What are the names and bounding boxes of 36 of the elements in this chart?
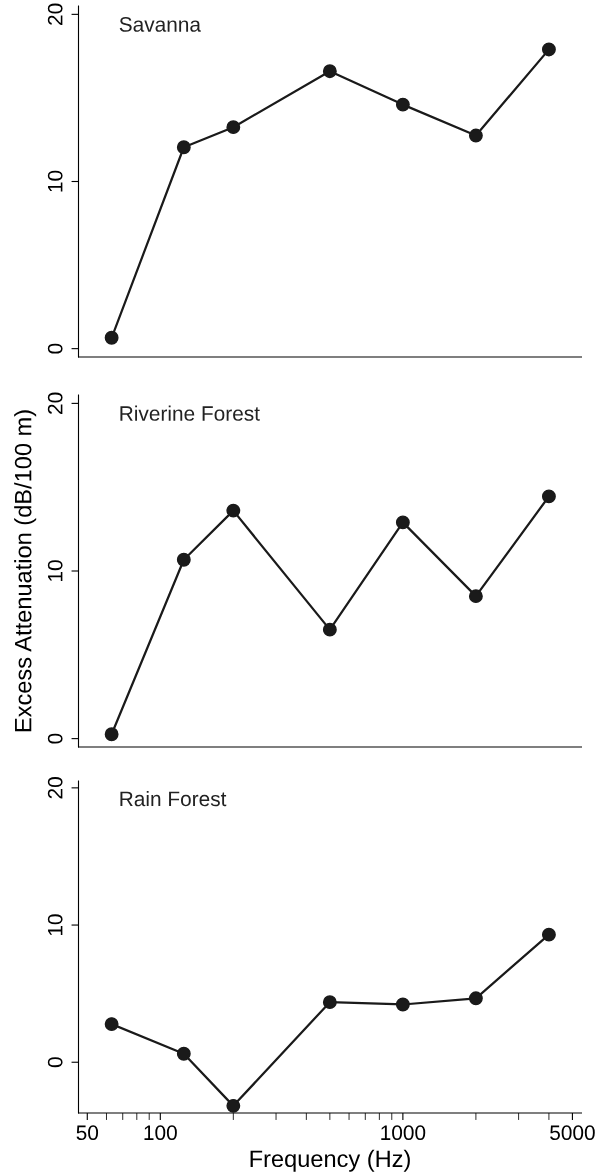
point — [395, 97, 410, 112]
point — [541, 489, 556, 504]
point — [104, 1017, 119, 1032]
point — [395, 997, 410, 1012]
x-tick-label: 1000 — [381, 1125, 426, 1141]
y-axis-title: Excess Attenuation (dB/100 m) — [14, 410, 37, 732]
point — [395, 515, 410, 530]
point — [176, 552, 191, 567]
point — [468, 991, 483, 1006]
y-tick-label: 10 — [47, 560, 63, 581]
point — [104, 330, 119, 345]
y-tick-label: 0 — [47, 733, 63, 744]
y-tick-label: 20 — [47, 3, 63, 25]
point — [176, 1046, 191, 1061]
x-axis-title: Frequency (Hz) — [250, 1149, 410, 1172]
y-tick-label: 20 — [47, 777, 63, 799]
chart-title: Rain Forest — [120, 790, 227, 807]
y-tick-label: 0 — [47, 1057, 63, 1068]
x-tick-label: 100 — [144, 1125, 177, 1141]
y-tick-label: 20 — [47, 392, 63, 414]
x-tick-label: 5000 — [550, 1125, 595, 1141]
chart-title: Savanna — [119, 17, 201, 32]
y-tick-label: 10 — [47, 914, 63, 936]
point — [541, 927, 556, 942]
point — [176, 140, 191, 155]
point — [468, 128, 483, 143]
y-tick-label: 0 — [47, 343, 63, 354]
point — [322, 64, 337, 79]
chart-title: Riverine Forest — [120, 405, 260, 421]
point — [541, 42, 556, 57]
point — [468, 589, 483, 604]
point — [322, 995, 337, 1010]
point — [322, 622, 337, 637]
y-tick-label: 10 — [47, 170, 63, 192]
x-tick-label: 50 — [76, 1125, 99, 1141]
point — [104, 727, 119, 742]
